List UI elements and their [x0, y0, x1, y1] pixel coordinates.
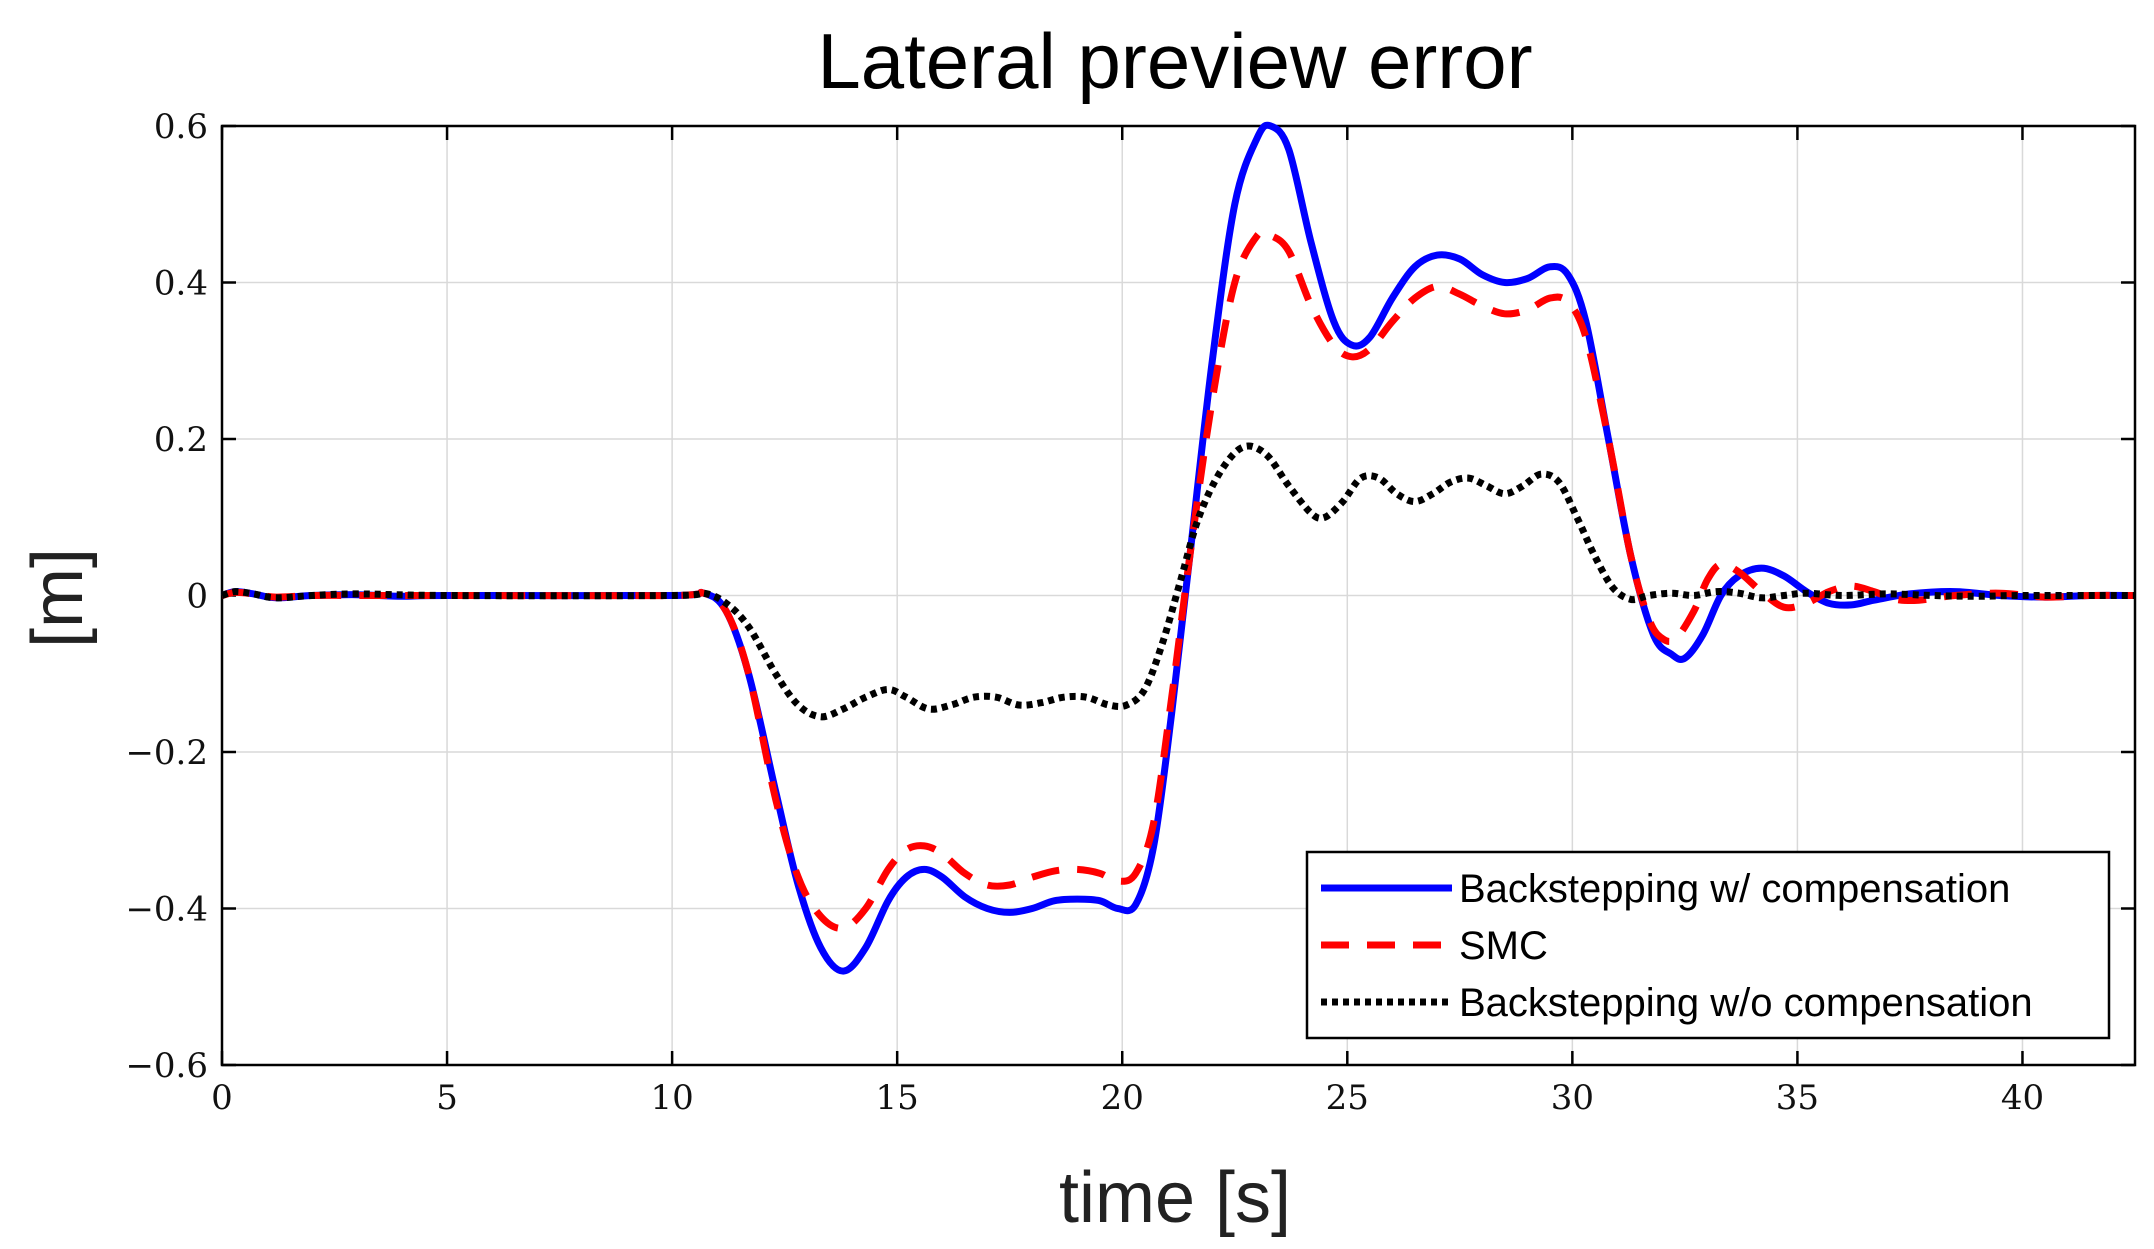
y-tick-label: −0.2 — [125, 733, 208, 773]
legend: Backstepping w/ compensation SMC Backstepp… — [1305, 850, 2111, 1040]
x-tick-label: 20 — [1101, 1078, 1144, 1118]
x-tick-label: 0 — [211, 1078, 233, 1118]
series-line-backstepping-w-compensation — [220, 121, 2136, 975]
legend-label-backstepping-w-compensation: Backstepping w/ compensation — [1459, 867, 2010, 911]
y-tick-label: 0.4 — [154, 264, 208, 304]
x-tick-label: 10 — [650, 1078, 693, 1118]
x-tick-label: 30 — [1551, 1078, 1594, 1118]
x-tick-label: 15 — [876, 1078, 919, 1118]
y-tick-label: 0 — [186, 577, 208, 617]
series-layer — [220, 121, 2136, 975]
x-tick-label: 35 — [1776, 1078, 1819, 1118]
x-tick-label: 40 — [2001, 1078, 2044, 1118]
y-tick-label: 0.6 — [154, 107, 208, 147]
y-tick-label: −0.6 — [125, 1046, 208, 1086]
legend-label-backstepping-w-o-compensation: Backstepping w/o compensation — [1459, 981, 2033, 1025]
series-line-backstepping-w-o-compensation — [220, 442, 2136, 721]
chart-title: Lateral preview error — [817, 17, 1532, 105]
x-tick-label: 5 — [436, 1078, 458, 1118]
legend-label-smc: SMC — [1459, 924, 1548, 968]
x-axis-label: time [s] — [1059, 1158, 1291, 1238]
y-tick-label: 0.2 — [154, 420, 208, 460]
axis-ticks: 0 5 10 15 20 25 30 35 40 −0.6 −0.4 −0.2 0 0.2 0.4 0.6 — [125, 107, 2135, 1118]
x-tick-label: 25 — [1326, 1078, 1369, 1118]
y-axis-label: [m] — [18, 548, 98, 648]
y-tick-label: −0.4 — [125, 890, 208, 930]
series-line-smc — [221, 227, 2136, 932]
